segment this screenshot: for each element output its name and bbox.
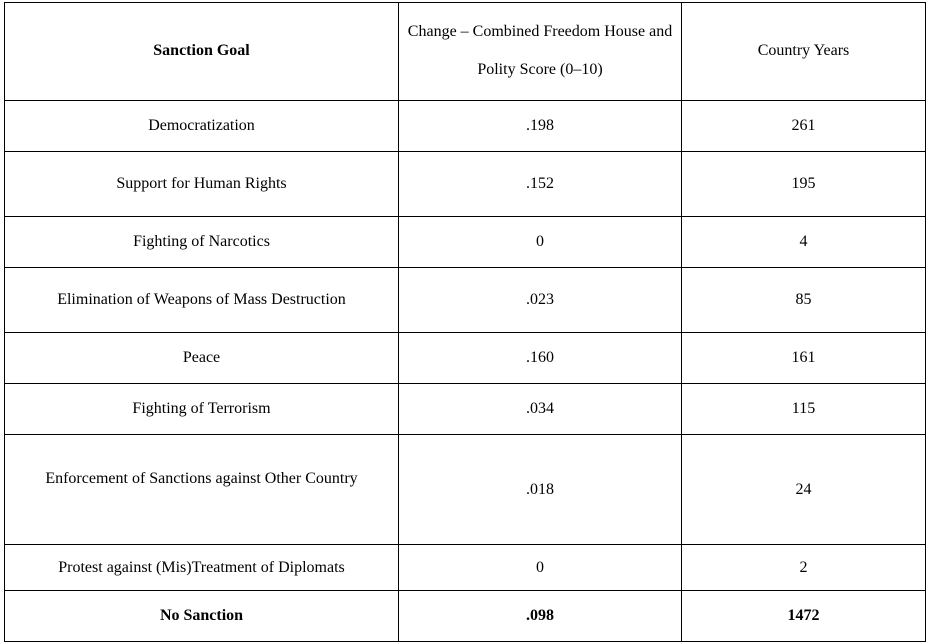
cell-goal: Democratization	[5, 100, 399, 151]
cell-change: .023	[399, 267, 682, 332]
cell-years: 195	[682, 151, 926, 216]
cell-text: .023	[399, 280, 681, 319]
cell-years: 2	[682, 544, 926, 590]
table-body: Democratization.198261Support for Human …	[5, 100, 926, 641]
cell-years: 261	[682, 100, 926, 151]
cell-years: 115	[682, 383, 926, 434]
sanction-table: Sanction Goal Change – Combined Freedom …	[4, 2, 926, 642]
cell-text: Protest against (Mis)Treatment of Diplom…	[5, 548, 398, 587]
table-header-row: Sanction Goal Change – Combined Freedom …	[5, 3, 926, 101]
cell-goal: Elimination of Weapons of Mass Destructi…	[5, 267, 399, 332]
cell-change: 0	[399, 216, 682, 267]
header-label: Country Years	[682, 22, 925, 80]
cell-text: .198	[399, 106, 681, 145]
cell-text: 115	[682, 389, 925, 428]
cell-text: .018	[399, 470, 681, 509]
cell-years: 85	[682, 267, 926, 332]
cell-change: .160	[399, 332, 682, 383]
cell-text: 1472	[682, 596, 925, 635]
cell-text: .098	[399, 596, 681, 635]
cell-change: .018	[399, 434, 682, 544]
cell-text: .160	[399, 338, 681, 377]
cell-goal: Peace	[5, 332, 399, 383]
table-row: Support for Human Rights.152195	[5, 151, 926, 216]
cell-text: No Sanction	[5, 596, 398, 635]
cell-change: 0	[399, 544, 682, 590]
cell-text: 2	[682, 548, 925, 587]
table-row: No Sanction.0981472	[5, 590, 926, 641]
cell-text: 24	[682, 470, 925, 509]
header-label: Change – Combined Freedom House and Poli…	[399, 3, 681, 100]
cell-text: 261	[682, 106, 925, 145]
cell-text: 195	[682, 164, 925, 203]
cell-text: .152	[399, 164, 681, 203]
table-row: Enforcement of Sanctions against Other C…	[5, 434, 926, 544]
cell-text: Enforcement of Sanctions against Other C…	[5, 450, 398, 528]
table-row: Fighting of Terrorism.034115	[5, 383, 926, 434]
cell-goal: Fighting of Narcotics	[5, 216, 399, 267]
cell-change: .152	[399, 151, 682, 216]
cell-years: 1472	[682, 590, 926, 641]
table-row: Fighting of Narcotics04	[5, 216, 926, 267]
header-sanction-goal: Sanction Goal	[5, 3, 399, 101]
cell-goal: No Sanction	[5, 590, 399, 641]
table-row: Protest against (Mis)Treatment of Diplom…	[5, 544, 926, 590]
header-change-score: Change – Combined Freedom House and Poli…	[399, 3, 682, 101]
header-label: Sanction Goal	[5, 22, 398, 80]
cell-text: 0	[399, 548, 681, 587]
cell-text: Peace	[5, 338, 398, 377]
cell-change: .098	[399, 590, 682, 641]
cell-text: Fighting of Terrorism	[5, 389, 398, 428]
cell-years: 4	[682, 216, 926, 267]
cell-text: 4	[682, 222, 925, 261]
table-row: Peace.160161	[5, 332, 926, 383]
cell-change: .198	[399, 100, 682, 151]
cell-text: 0	[399, 222, 681, 261]
cell-change: .034	[399, 383, 682, 434]
cell-text: .034	[399, 389, 681, 428]
cell-text: 161	[682, 338, 925, 377]
table-row: Democratization.198261	[5, 100, 926, 151]
cell-years: 24	[682, 434, 926, 544]
cell-text: Support for Human Rights	[5, 164, 398, 203]
cell-goal: Enforcement of Sanctions against Other C…	[5, 434, 399, 544]
cell-years: 161	[682, 332, 926, 383]
cell-text: Elimination of Weapons of Mass Destructi…	[5, 280, 398, 319]
header-country-years: Country Years	[682, 3, 926, 101]
cell-text: Democratization	[5, 106, 398, 145]
cell-text: Fighting of Narcotics	[5, 222, 398, 261]
cell-goal: Protest against (Mis)Treatment of Diplom…	[5, 544, 399, 590]
cell-text: 85	[682, 280, 925, 319]
cell-goal: Support for Human Rights	[5, 151, 399, 216]
table-row: Elimination of Weapons of Mass Destructi…	[5, 267, 926, 332]
cell-goal: Fighting of Terrorism	[5, 383, 399, 434]
